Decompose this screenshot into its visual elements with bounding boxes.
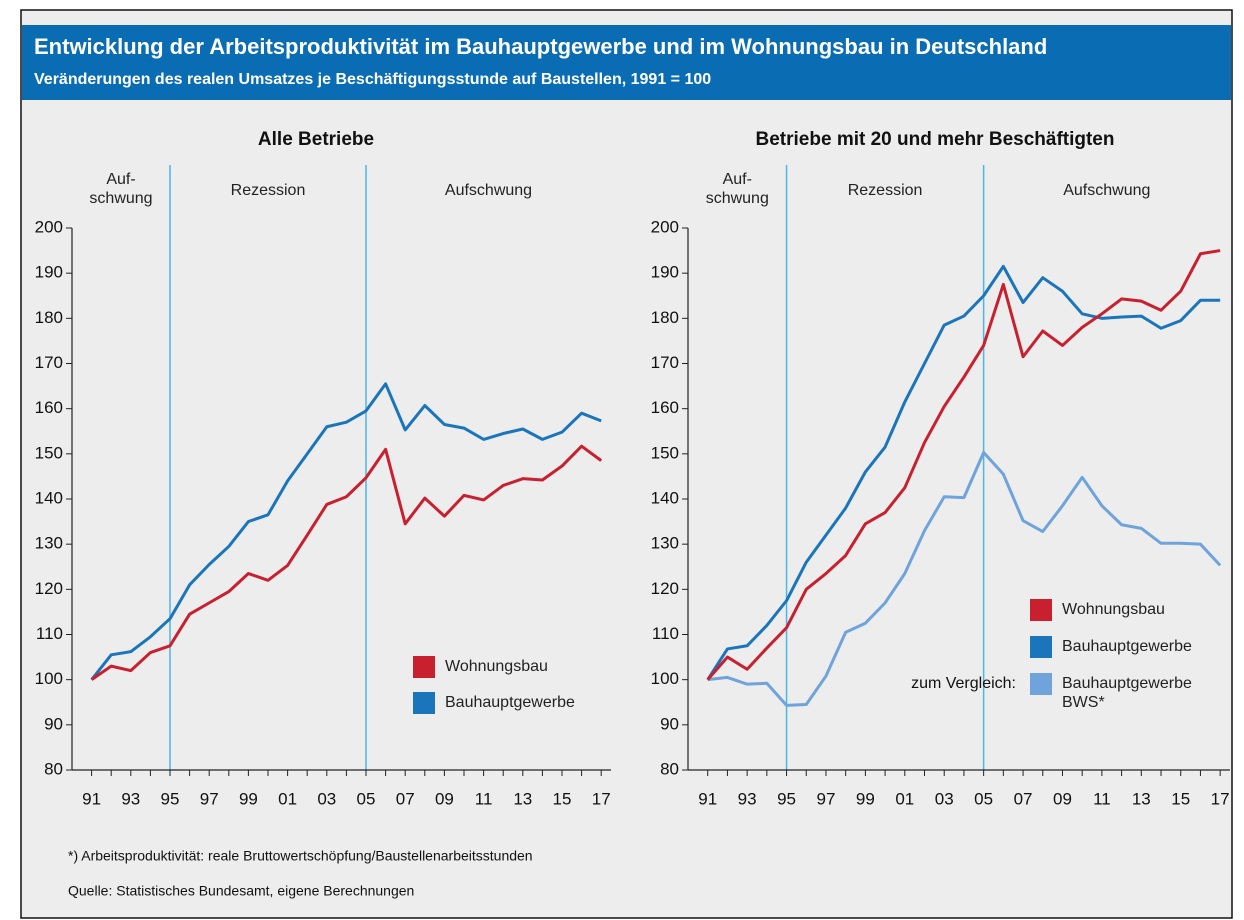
x-tick-label: 11 [475,789,493,808]
y-tick-label: 190 [651,263,679,282]
x-tick-label: 01 [895,789,914,808]
x-tick-label: 05 [357,789,376,808]
series-line [90,382,602,681]
x-tick-label: 91 [698,789,717,808]
x-tick-label: 93 [738,789,757,808]
phase-label: Rezession [847,182,923,199]
panel-title: Alle Betriebe [258,129,374,150]
y-tick-label: 140 [35,488,63,507]
x-tick-label: 93 [121,789,140,808]
y-tick-label: 120 [35,579,63,598]
x-tick-label: 09 [435,789,454,808]
legend-label: Bauhauptgewerbe [1062,638,1192,655]
x-tick-label: 95 [161,789,180,808]
series-line [90,444,603,681]
y-tick-label: 130 [35,534,63,553]
x-tick-label: 15 [1171,789,1190,808]
x-tick-label: 09 [1053,789,1072,808]
y-tick-label: 110 [36,624,63,643]
x-tick-label: 13 [513,789,532,808]
y-tick-label: 150 [35,443,63,462]
y-tick-label: 170 [651,353,679,372]
phase-label: Auf- schwung [705,171,769,207]
x-tick-label: 17 [592,789,611,808]
y-tick-label: 180 [651,308,679,327]
x-tick-label: 11 [1093,789,1111,808]
x-tick-label: 13 [1132,789,1151,808]
y-tick-label: 100 [651,669,679,688]
legend-swatch [413,656,435,678]
legend-swatch [413,692,435,714]
y-tick-label: 100 [35,669,63,688]
header-band [22,25,1231,100]
series-line [706,264,1221,681]
legend-note: zum Vergleich: [911,675,1016,692]
y-tick-label: 160 [651,398,679,417]
legend-label: Bauhauptgewerbe BWS* [1062,675,1192,711]
x-tick-label: 97 [817,789,836,808]
phase-label: Rezession [230,182,306,199]
x-tick-label: 99 [239,789,258,808]
y-tick-label: 80 [44,759,63,778]
y-tick-label: 90 [44,714,63,733]
y-tick-label: 130 [651,534,679,553]
y-tick-label: 80 [660,759,679,778]
y-tick-label: 170 [35,353,63,372]
y-tick-label: 200 [651,217,679,236]
phase-label: Aufschwung [1063,182,1151,199]
y-tick-label: 110 [652,624,679,643]
subtitle: Veränderungen des realen Umsatzes je Bes… [34,71,711,88]
series-line [706,249,1221,681]
series-line [707,450,1222,707]
footnote: *) Arbeitsproduktivität: reale Bruttower… [68,848,533,864]
x-tick-label: 01 [278,789,297,808]
x-tick-label: 95 [777,789,796,808]
y-tick-label: 190 [35,263,63,282]
legend-swatch [1030,636,1052,658]
y-tick-label: 150 [651,443,679,462]
legend-label: Bauhauptgewerbe [445,694,575,711]
title: Entwicklung der Arbeitsproduktivität im … [34,34,1047,59]
x-tick-label: 17 [1211,789,1230,808]
y-tick-label: 90 [660,714,679,733]
phase-label: Aufschwung [444,182,533,199]
y-tick-label: 180 [35,308,63,327]
y-tick-label: 120 [651,579,679,598]
y-tick-label: 160 [35,398,63,417]
y-tick-label: 200 [35,217,63,236]
y-tick-label: 140 [651,488,679,507]
x-tick-label: 99 [856,789,875,808]
x-tick-label: 03 [317,789,336,808]
legend-label: Wohnungsbau [1062,601,1165,618]
legend-swatch [1030,673,1052,695]
frame [20,9,1233,919]
panel-title: Betriebe mit 20 und mehr Beschäftigten [756,129,1115,150]
x-tick-label: 15 [553,789,572,808]
x-tick-label: 03 [935,789,954,808]
x-tick-label: 05 [974,789,993,808]
phase-label: Auf- schwung [89,171,153,207]
legend-label: Wohnungsbau [445,658,548,675]
x-tick-label: 07 [1014,789,1033,808]
x-tick-label: 07 [396,789,415,808]
footnote: Quelle: Statistisches Bundesamt, eigene … [68,883,414,899]
x-tick-label: 97 [200,789,219,808]
legend-swatch [1030,599,1052,621]
x-tick-label: 91 [82,789,101,808]
